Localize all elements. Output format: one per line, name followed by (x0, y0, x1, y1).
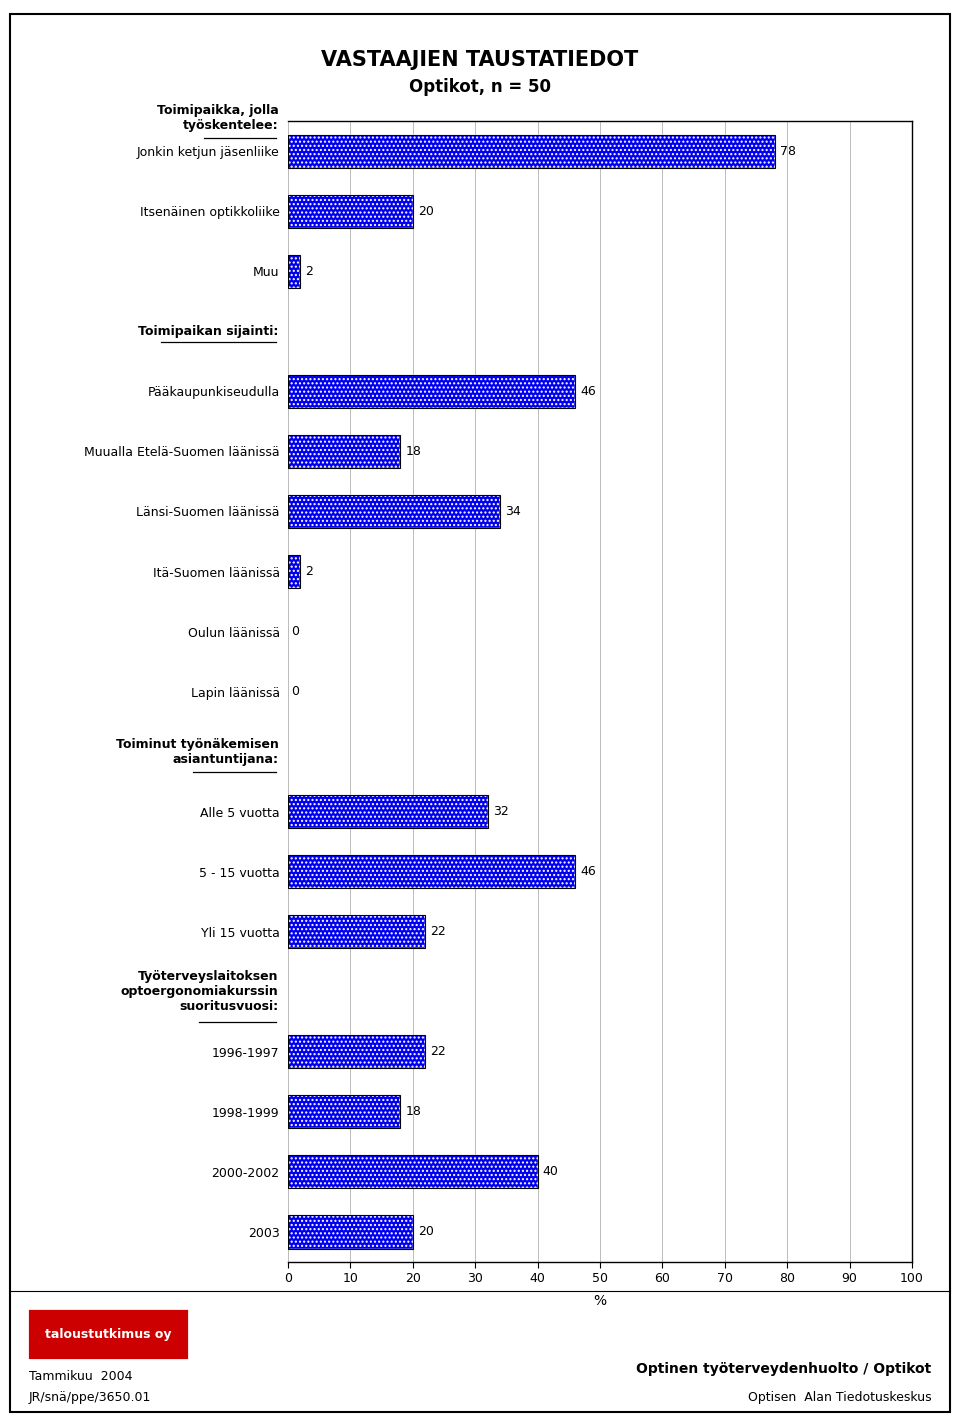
Text: 18: 18 (405, 445, 421, 458)
Bar (288, 435, 400, 468)
Text: 2: 2 (305, 565, 313, 578)
Text: VASTAAJIEN TAUSTATIEDOT: VASTAAJIEN TAUSTATIEDOT (322, 50, 638, 70)
Text: 2: 2 (305, 265, 313, 278)
Bar (288, 134, 775, 168)
Bar (288, 796, 488, 829)
Text: 22: 22 (430, 1045, 446, 1058)
Bar (288, 1095, 400, 1128)
Bar (288, 255, 300, 288)
Bar (288, 1035, 425, 1068)
Bar (288, 1155, 538, 1188)
Bar (288, 375, 575, 408)
Bar (288, 195, 413, 228)
Text: Optisen  Alan Tiedotuskeskus: Optisen Alan Tiedotuskeskus (748, 1390, 931, 1405)
Bar (288, 856, 575, 888)
Text: 18: 18 (405, 1105, 421, 1118)
Bar (288, 1155, 538, 1188)
X-axis label: %: % (593, 1293, 607, 1308)
Text: Toimipaikan sijainti:: Toimipaikan sijainti: (138, 325, 278, 338)
Bar (288, 375, 575, 408)
Text: 46: 46 (580, 385, 596, 398)
Bar (288, 915, 425, 948)
Text: Optinen työterveydenhuolto / Optikot: Optinen työterveydenhuolto / Optikot (636, 1362, 931, 1376)
Bar (288, 856, 575, 888)
Text: 20: 20 (418, 1225, 434, 1239)
Bar (288, 1035, 425, 1068)
Text: Toimipaikka, jolla
työskentelee:: Toimipaikka, jolla työskentelee: (156, 104, 278, 133)
Text: 20: 20 (418, 205, 434, 218)
Text: 0: 0 (291, 625, 300, 637)
Bar (288, 495, 500, 528)
Bar (288, 435, 400, 468)
Text: Työterveyslaitoksen
optoergonomiakurssin
suoritusvuosi:: Työterveyslaitoksen optoergonomiakurssin… (121, 970, 278, 1014)
Text: Toiminut työnäkemisen
asiantuntijana:: Toiminut työnäkemisen asiantuntijana: (115, 737, 278, 766)
Bar (288, 134, 775, 168)
Bar (288, 555, 300, 588)
Text: 46: 46 (580, 866, 596, 878)
Text: 78: 78 (780, 144, 796, 158)
Bar (288, 195, 413, 228)
Text: 0: 0 (291, 684, 300, 699)
Bar (288, 1215, 413, 1249)
Text: Tammikuu  2004: Tammikuu 2004 (29, 1369, 132, 1383)
Bar (288, 255, 300, 288)
Text: 40: 40 (542, 1165, 559, 1178)
Text: taloustutkimus oy: taloustutkimus oy (45, 1328, 171, 1340)
Text: 22: 22 (430, 925, 446, 938)
Bar (288, 796, 488, 829)
Bar (288, 915, 425, 948)
Bar (288, 495, 500, 528)
Bar (288, 1215, 413, 1249)
Text: Optikot, n = 50: Optikot, n = 50 (409, 78, 551, 97)
Bar (288, 1095, 400, 1128)
Text: 32: 32 (492, 806, 509, 819)
Bar (288, 555, 300, 588)
Text: JR/snä/ppe/3650.01: JR/snä/ppe/3650.01 (29, 1390, 151, 1405)
Text: 34: 34 (505, 505, 521, 518)
